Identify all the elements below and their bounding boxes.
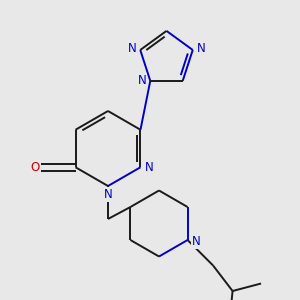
Text: N: N	[128, 42, 136, 55]
Text: N: N	[197, 42, 206, 55]
Text: N: N	[103, 188, 112, 201]
Text: N: N	[137, 74, 146, 87]
Text: N: N	[192, 235, 201, 248]
Text: O: O	[30, 161, 40, 174]
Text: N: N	[145, 161, 153, 174]
